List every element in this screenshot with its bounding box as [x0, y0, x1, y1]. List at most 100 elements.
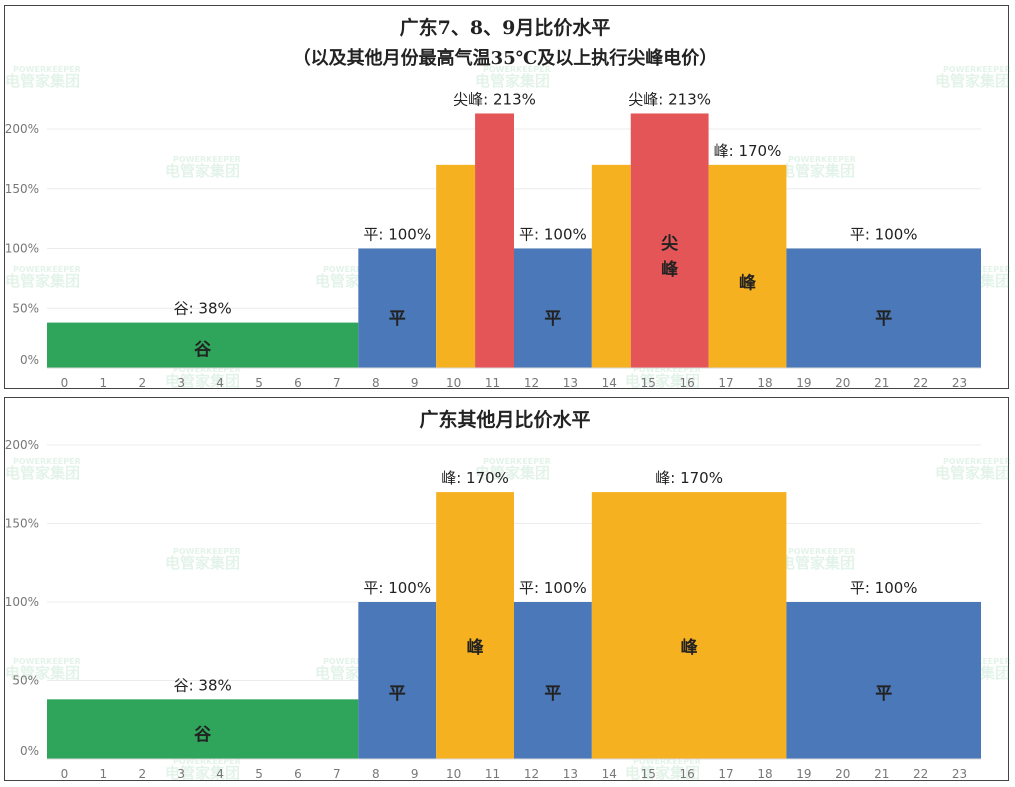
- bar-19-24: [786, 248, 981, 368]
- x-tick-label: 23: [952, 767, 967, 781]
- bar-12-14: [514, 602, 592, 759]
- data-label: 峰: 170%: [655, 469, 723, 487]
- x-tick-label: 3: [177, 767, 185, 781]
- watermark-brand-en: POWERKEEPER: [323, 657, 391, 666]
- x-tick-label: 19: [796, 376, 811, 390]
- watermark-brand-en: POWERKEEPER: [323, 265, 391, 274]
- watermark-brand-en: POWERKEEPER: [633, 757, 701, 766]
- data-label: 平: 100%: [850, 579, 918, 597]
- watermark-brand-en: POWERKEEPER: [13, 65, 81, 74]
- bar-8-10: [358, 602, 437, 759]
- x-tick-label: 16: [679, 376, 694, 390]
- x-tick-label: 10: [446, 767, 461, 781]
- chart-summer: POWERKEEPER电管家集团POWERKEEPER电管家集团POWERKEE…: [5, 16, 1010, 390]
- watermark-brand-cn: 电管家集团: [780, 162, 855, 180]
- x-tick-label: 12: [524, 376, 539, 390]
- y-tick-label: 100%: [5, 242, 39, 256]
- x-tick-label: 15: [641, 767, 656, 781]
- bar-11-12: [475, 113, 514, 368]
- data-label: 谷: 38%: [174, 676, 232, 694]
- bar-15-17: [630, 113, 709, 368]
- watermark-brand-cn: 电管家集团: [935, 72, 1010, 90]
- x-tick-label: 1: [100, 767, 108, 781]
- x-tick-label: 20: [835, 767, 850, 781]
- x-tick-label: 12: [524, 767, 539, 781]
- bar-17-19: [708, 164, 787, 368]
- watermark-brand-en: POWERKEEPER: [13, 457, 81, 466]
- bar-14-15: [591, 164, 631, 368]
- x-tick-label: 21: [874, 767, 889, 781]
- bar-10-12: [436, 492, 514, 759]
- chart-panel-other-months: POWERKEEPER 电管家集团 POWERKEEPER 电管家集团 POWERKEE…: [4, 397, 1010, 782]
- watermark-brand-cn: 电管家集团: [165, 162, 240, 180]
- bar-inner-label: 尖: [661, 233, 679, 254]
- bar-inner-label: 平: [544, 309, 561, 329]
- x-tick-label: 3: [177, 376, 185, 390]
- bar-inner-label: 谷: [194, 725, 212, 745]
- watermark-brand-en: POWERKEEPER: [173, 757, 241, 766]
- x-tick-label: 20: [835, 376, 850, 390]
- x-tick-label: 4: [216, 376, 224, 390]
- bar-inner-label: 峰: [681, 637, 699, 658]
- data-label: 尖峰: 213%: [453, 90, 536, 108]
- x-tick-label: 14: [602, 376, 617, 390]
- x-tick-label: 5: [255, 376, 263, 390]
- bar-10-11: [436, 164, 476, 368]
- bar-8-10: [358, 248, 437, 368]
- y-tick-label: 100%: [5, 595, 39, 609]
- bar-inner-label: 平: [544, 684, 561, 704]
- watermark-brand-cn: 电管家集团: [5, 464, 80, 482]
- watermark-brand-cn: 电管家集团: [475, 72, 550, 90]
- y-tick-label: 50%: [12, 674, 39, 688]
- chart-panel-summer: POWERKEEPER 电管家集团 POWERKEEPER 电管家集团 POWERKEE…: [4, 5, 1010, 390]
- watermark-brand-cn: 电管家集团: [625, 372, 700, 390]
- x-tick-label: 17: [718, 767, 733, 781]
- x-tick-label: 18: [757, 376, 772, 390]
- x-tick-label: 22: [913, 767, 928, 781]
- watermark-brand-cn: 电管家集团: [625, 764, 700, 782]
- watermark-brand-en: POWERKEEPER: [173, 155, 241, 164]
- chart-title: 广东其他月比价水平: [419, 408, 590, 431]
- watermark-brand-cn: 电管家集团: [5, 664, 80, 682]
- x-tick-label: 13: [563, 767, 578, 781]
- x-tick-label: 0: [61, 376, 69, 390]
- data-label: 峰: 170%: [441, 469, 509, 487]
- x-tick-label: 19: [796, 767, 811, 781]
- x-tick-label: 5: [255, 767, 263, 781]
- x-tick-label: 6: [294, 767, 302, 781]
- chart-subtitle: （以及其他月份最高气温35℃及以上执行尖峰电价）: [293, 47, 718, 69]
- watermark-brand-cn: 电管家集团: [165, 372, 240, 390]
- data-label: 平: 100%: [519, 579, 587, 597]
- y-tick-label: 0%: [20, 744, 39, 758]
- x-tick-label: 11: [485, 376, 500, 390]
- y-tick-label: 200%: [5, 438, 39, 452]
- watermark-brand-en: POWERKEEPER: [943, 457, 1010, 466]
- x-tick-label: 2: [138, 376, 146, 390]
- x-tick-label: 17: [718, 376, 733, 390]
- bar-19-24: [786, 602, 981, 759]
- bar-inner-label: 平: [389, 684, 406, 704]
- bar-inner-label: 峰: [661, 259, 679, 280]
- watermark-brand-en: POWERKEEPER: [13, 657, 81, 666]
- x-tick-label: 13: [563, 376, 578, 390]
- y-tick-label: 200%: [5, 122, 39, 136]
- chart-title: 广东7、8、9月比价水平: [400, 16, 611, 39]
- watermark-brand-cn: 电管家集团: [935, 464, 1010, 482]
- data-label: 平: 100%: [363, 226, 431, 244]
- x-tick-label: 10: [446, 376, 461, 390]
- watermark-brand-en: POWERKEEPER: [173, 547, 241, 556]
- x-tick-label: 22: [913, 376, 928, 390]
- watermark-brand-en: POWERKEEPER: [13, 265, 81, 274]
- y-tick-label: 50%: [12, 301, 39, 315]
- x-tick-label: 1: [100, 376, 108, 390]
- data-label: 平: 100%: [519, 226, 587, 244]
- y-tick-label: 150%: [5, 182, 39, 196]
- x-tick-label: 15: [641, 376, 656, 390]
- watermark-brand-en: POWERKEEPER: [943, 65, 1010, 74]
- y-tick-label: 0%: [20, 353, 39, 367]
- watermark-brand-cn: 电管家集团: [165, 764, 240, 782]
- x-tick-label: 11: [485, 767, 500, 781]
- bar-inner-label: 谷: [194, 340, 212, 360]
- watermark-brand-en: POWERKEEPER: [483, 457, 551, 466]
- x-tick-label: 4: [216, 767, 224, 781]
